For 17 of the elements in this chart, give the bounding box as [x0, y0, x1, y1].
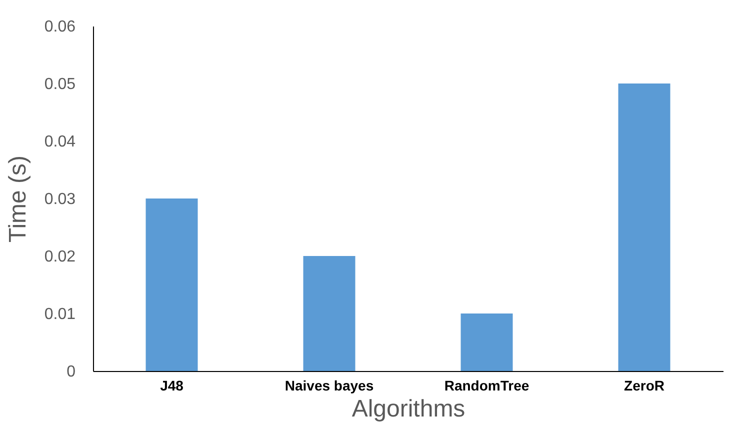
y-tick-label: 0 — [66, 364, 76, 380]
x-tick-label: RandomTree — [444, 378, 530, 394]
bar — [146, 198, 198, 371]
y-axis-title: Time (s) — [4, 155, 32, 243]
x-axis-title: Algorithms — [352, 396, 466, 422]
x-tick-label: J48 — [160, 378, 184, 394]
y-tick-label: 0.05 — [44, 76, 76, 93]
y-tick-label: 0.02 — [44, 248, 76, 266]
y-tick-label: 0.06 — [44, 18, 76, 36]
bar — [303, 256, 356, 371]
x-tick-label: Naives bayes — [284, 378, 374, 394]
x-tick-label: ZeroR — [624, 378, 664, 394]
y-tick-label: 0.01 — [44, 306, 76, 323]
bar — [460, 314, 513, 371]
bar — [618, 84, 670, 371]
y-tick-label: 0.03 — [44, 191, 76, 208]
y-tick-label: 0.04 — [44, 134, 76, 150]
